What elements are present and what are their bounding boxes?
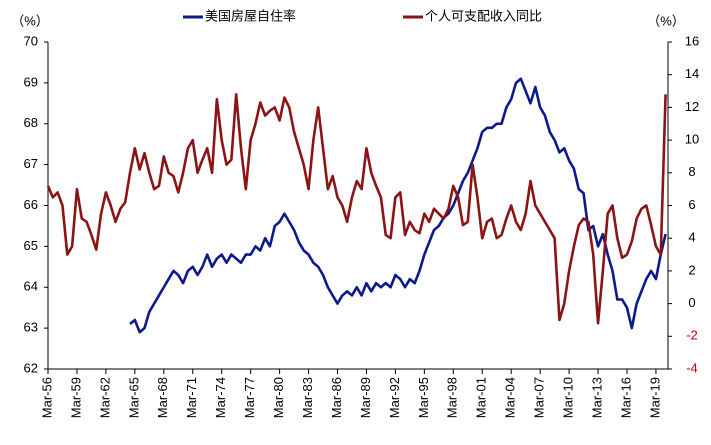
y2-tick-label: 14 [685,66,699,81]
x-tick-label: Mar-10 [561,377,576,418]
x-tick-label: Mar-83 [300,377,315,418]
x-tick-label: Mar-56 [39,377,54,418]
legend-label: 个人可支配收入同比 [425,8,542,23]
y-tick-label: 65 [24,238,38,253]
x-tick-label: Mar-89 [358,377,373,418]
legend-label: 美国房屋自住率 [205,8,296,23]
y-tick-label: 63 [24,320,38,335]
x-tick-label: Mar-65 [126,377,141,418]
y-tick-label: 62 [24,360,38,375]
y-tick-label: 66 [24,197,38,212]
series-line [129,77,667,334]
y2-tick-label: 6 [688,197,695,212]
y2-tick-label: 4 [688,230,695,245]
x-tick-label: Mar-71 [184,377,199,418]
y2-tick-label: 10 [685,132,699,147]
x-tick-label: Mar-95 [416,377,431,418]
y-tick-label: 67 [24,156,38,171]
y2-tick-label: 12 [685,99,699,114]
y2-axis-unit: （%） [647,13,685,28]
y-tick-label: 64 [24,279,38,294]
x-tick-label: Mar-80 [271,377,286,418]
y2-tick-label: 16 [685,33,699,48]
x-tick-label: Mar-77 [242,377,257,418]
y-axis-unit: （%） [11,13,49,28]
x-tick-label: Mar-07 [532,377,547,418]
y2-tick-label: 0 [688,295,695,310]
x-tick-label: Mar-74 [213,377,228,418]
x-tick-label: Mar-98 [445,377,460,418]
x-tick-label: Mar-86 [329,377,344,418]
x-tick-label: Mar-92 [387,377,402,418]
y2-tick-label: -4 [686,360,698,375]
x-tick-label: Mar-68 [155,377,170,418]
x-tick-label: Mar-62 [97,377,112,418]
y2-tick-label: 2 [688,262,695,277]
x-tick-label: Mar-01 [474,377,489,418]
x-tick-label: Mar-13 [589,377,604,418]
x-tick-label: Mar-04 [503,377,518,418]
x-tick-label: Mar-59 [68,377,83,418]
y-tick-label: 68 [24,115,38,130]
y-tick-label: 69 [24,74,38,89]
series-line [46,93,667,325]
y2-tick-label: 8 [688,164,695,179]
y2-tick-label: -2 [686,328,698,343]
x-tick-label: Mar-16 [618,377,633,418]
y-tick-label: 70 [24,33,38,48]
x-tick-label: Mar-19 [647,377,662,418]
